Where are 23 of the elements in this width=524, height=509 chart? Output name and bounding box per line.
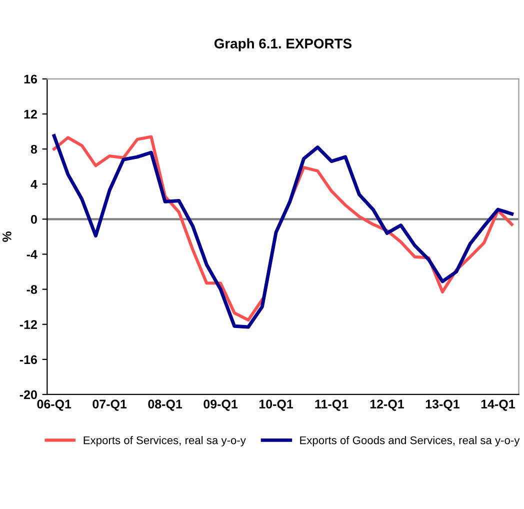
x-tick-label: 11-Q1 xyxy=(315,400,348,411)
y-tick-label: 16 xyxy=(24,74,37,84)
x-tick-label: 07-Q1 xyxy=(92,400,127,411)
y-tick-label: -16 xyxy=(20,355,37,364)
y-tick-label: -4 xyxy=(26,250,38,259)
chart-title: Graph 6.1. EXPORTS xyxy=(214,38,352,52)
x-tick-label: 12-Q1 xyxy=(370,400,404,411)
y-tick-label: 4 xyxy=(30,180,38,189)
y-tick-label: -8 xyxy=(26,285,38,294)
x-tick-label: 09-Q1 xyxy=(204,400,238,411)
y-tick-label: 12 xyxy=(24,110,37,118)
x-tick-label: 06-Q1 xyxy=(37,400,72,411)
y-axis-title: % xyxy=(2,231,12,242)
y-tick-label: 8 xyxy=(30,144,38,154)
x-tick-label: 10-Q1 xyxy=(259,400,294,411)
y-tick-label: -20 xyxy=(20,390,37,400)
legend-label: Exports of Services, real sa y-o-y xyxy=(84,436,246,446)
y-tick-label: -12 xyxy=(20,320,37,329)
y-tick-label: 0 xyxy=(30,214,37,224)
legend-label: Exports of Goods and Services, real sa y-o-y xyxy=(300,436,520,446)
x-tick-label: 13-Q1 xyxy=(426,400,460,411)
x-tick-label: 08-Q1 xyxy=(148,400,182,411)
x-tick-label: 14-Q1 xyxy=(481,400,515,411)
